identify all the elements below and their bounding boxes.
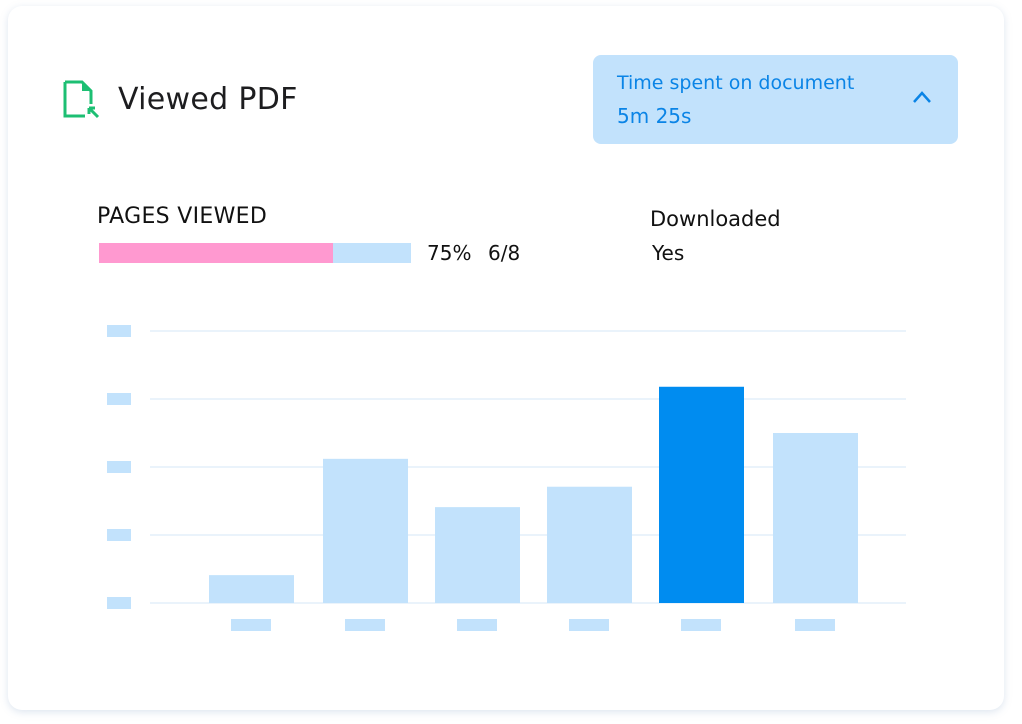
pages-viewed-progress-fill xyxy=(99,243,333,263)
chart-bar xyxy=(547,486,632,603)
x-tick-label-placeholder xyxy=(231,619,271,631)
x-tick-label-placeholder xyxy=(569,619,609,631)
page-title: Viewed PDF xyxy=(118,82,298,117)
chart-bar xyxy=(773,433,858,603)
chart-bar xyxy=(659,386,744,603)
chart-bar xyxy=(209,575,294,603)
x-tick-label-placeholder xyxy=(681,619,721,631)
y-tick-label-placeholder xyxy=(107,325,131,337)
chart-bar xyxy=(323,458,408,603)
pages-viewed-percent: 75% xyxy=(427,241,472,265)
chart-bar xyxy=(435,507,520,603)
chevron-up-icon[interactable] xyxy=(912,90,932,104)
downloaded-value: Yes xyxy=(652,241,685,265)
time-spent-label: Time spent on document xyxy=(617,72,855,94)
pages-viewed-label: PAGES VIEWED xyxy=(97,204,268,229)
y-tick-label-placeholder xyxy=(107,393,131,405)
x-tick-label-placeholder xyxy=(795,619,835,631)
downloaded-label: Downloaded xyxy=(650,207,781,231)
y-tick-label-placeholder xyxy=(107,461,131,473)
time-spent-value: 5m 25s xyxy=(617,104,692,128)
pages-viewed-progress xyxy=(99,243,411,263)
time-spent-toggle[interactable]: Time spent on document 5m 25s xyxy=(593,55,958,144)
file-arrow-icon xyxy=(63,80,100,119)
x-tick-label-placeholder xyxy=(457,619,497,631)
pages-viewed-count: 6/8 xyxy=(488,241,521,265)
y-tick-label-placeholder xyxy=(107,529,131,541)
x-tick-label-placeholder xyxy=(345,619,385,631)
y-tick-label-placeholder xyxy=(107,597,131,609)
